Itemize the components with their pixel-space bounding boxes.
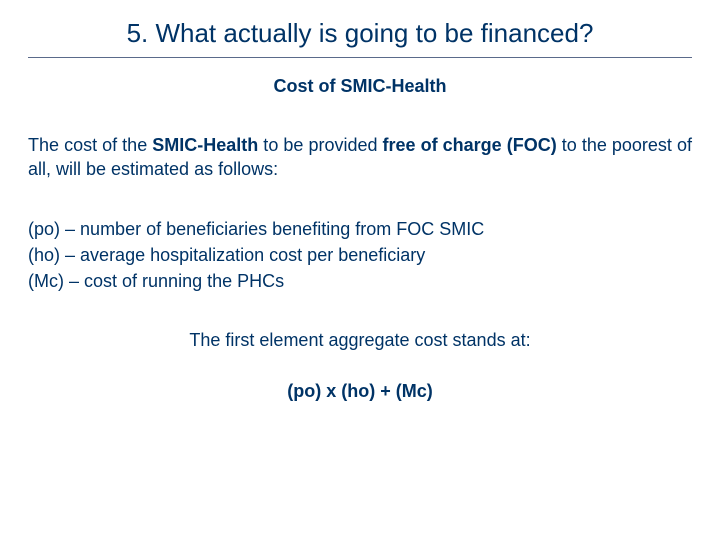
aggregate-text: The first element aggregate cost stands … [28, 330, 692, 351]
intro-smic-bold: SMIC-Health [152, 135, 258, 155]
def-desc: – cost of running the PHCs [69, 271, 284, 291]
intro-mid: to be provided [258, 135, 382, 155]
definitions-list: (po) – number of beneficiaries benefitin… [28, 216, 692, 294]
intro-paragraph: The cost of the SMIC-Health to be provid… [28, 133, 692, 182]
slide-container: 5. What actually is going to be financed… [0, 0, 720, 540]
definition-row: (ho) – average hospitalization cost per … [28, 242, 692, 268]
def-desc: – average hospitalization cost per benef… [65, 245, 425, 265]
def-desc: – number of beneficiaries benefiting fro… [65, 219, 484, 239]
definition-row: (po) – number of beneficiaries benefitin… [28, 216, 692, 242]
intro-pre: The cost of the [28, 135, 152, 155]
intro-foc-bold: free of charge (FOC) [383, 135, 557, 155]
def-symbol: (Mc) [28, 271, 64, 291]
def-symbol: (po) [28, 219, 60, 239]
slide-title: 5. What actually is going to be financed… [28, 18, 692, 58]
def-symbol: (ho) [28, 245, 60, 265]
formula-text: (po) x (ho) + (Mc) [28, 381, 692, 402]
slide-subtitle: Cost of SMIC-Health [28, 76, 692, 97]
definition-row: (Mc) – cost of running the PHCs [28, 268, 692, 294]
